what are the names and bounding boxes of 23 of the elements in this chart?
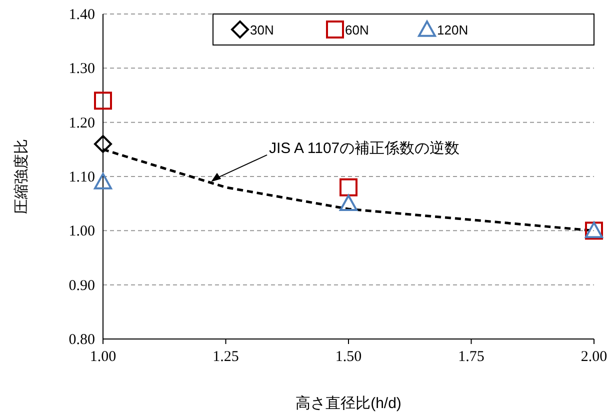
y-tick-label: 0.80 (68, 332, 95, 348)
x-tick-label: 1.25 (212, 349, 239, 365)
x-tick-label: 1.75 (458, 349, 484, 365)
y-tick-label: 1.40 (68, 7, 95, 23)
y-tick-label: 1.20 (68, 115, 95, 132)
x-axis-title: 高さ直径比(h/d) (296, 395, 402, 412)
y-tick-label: 1.00 (68, 224, 95, 240)
y-tick-label: 1.30 (68, 61, 95, 78)
annotation: JIS A 1107の補正係数の逆数 (211, 140, 460, 182)
x-tick-label: 1.50 (335, 349, 362, 365)
y-tick-label: 1.10 (68, 170, 95, 186)
x-tick-label: 1.00 (90, 349, 116, 365)
y-axis-title: 圧縮強度比 (13, 139, 30, 214)
point (94, 92, 112, 110)
legend-label: 60N (345, 22, 369, 38)
legend-label: 30N (250, 22, 274, 38)
point (340, 194, 358, 211)
point (340, 178, 358, 196)
x-tick-label: 2.00 (580, 349, 608, 365)
y-tick-label: 0.90 (68, 278, 95, 294)
annotation: JIS A 1107の補正係数の逆数 (269, 140, 460, 157)
point (94, 172, 112, 190)
legend-label: 120N (437, 22, 468, 38)
